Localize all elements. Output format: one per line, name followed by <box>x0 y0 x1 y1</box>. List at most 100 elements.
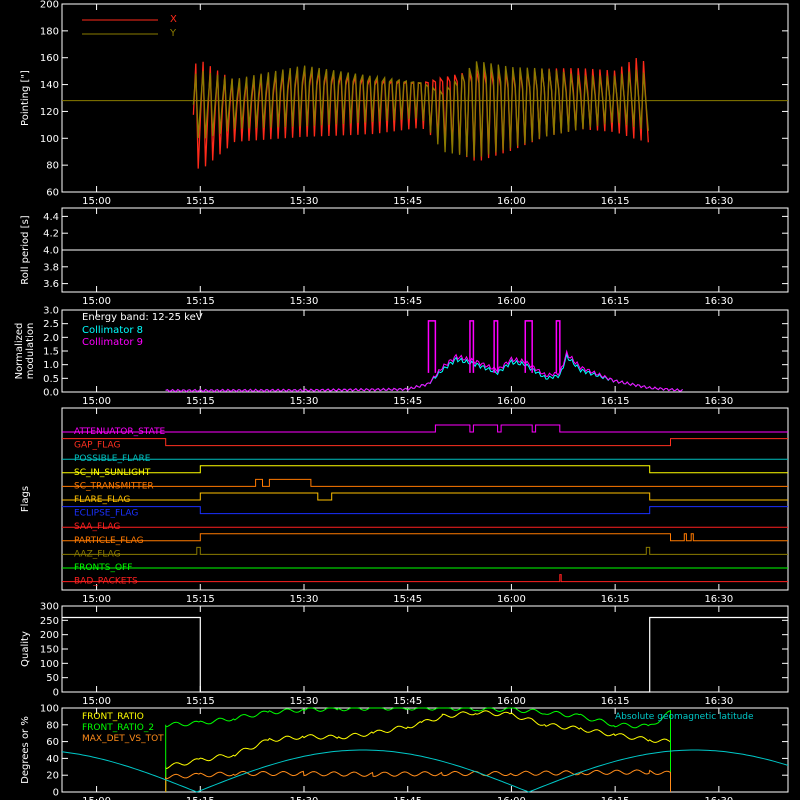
y-tick-label: 50 <box>46 673 59 684</box>
x-tick-label: 15:30 <box>290 696 319 707</box>
flag-line <box>62 533 788 542</box>
x-tick-label: 15:30 <box>290 396 319 407</box>
x-tick-label: 15:00 <box>82 296 111 307</box>
legend-label: FRONT_RATIO_2 <box>82 723 154 733</box>
flag-label: POSSIBLE_FLARE <box>74 454 151 464</box>
y-tick-label: 2.5 <box>43 319 59 330</box>
modulation-spike <box>493 320 499 373</box>
flag-line <box>62 465 788 474</box>
y-axis-label: Roll period [s] <box>20 215 31 284</box>
y-axis-label: Normalized <box>14 323 25 380</box>
y-tick-label: 40 <box>46 754 59 765</box>
flag-label: FRONTS_OFF <box>74 563 132 573</box>
modulation-spike <box>427 320 437 373</box>
x-tick-label: 15:45 <box>393 396 422 407</box>
x-tick-label: 16:15 <box>601 594 630 605</box>
modulation-spike <box>469 320 475 373</box>
y-tick-label: 300 <box>40 602 59 613</box>
y-tick-label: 200 <box>40 630 59 641</box>
flag-line <box>62 478 788 487</box>
x-tick-label: 15:45 <box>393 594 422 605</box>
series-max-det-vs-tot-line <box>165 769 671 792</box>
x-tick-label: 16:30 <box>704 796 733 800</box>
y-tick-label: 100 <box>40 659 59 670</box>
geomagnetic-latitude-line <box>61 749 789 793</box>
y-tick-label: 60 <box>46 188 59 199</box>
x-tick-label: 15:15 <box>186 296 215 307</box>
y-tick-label: 2.0 <box>43 333 59 344</box>
x-tick-label: 16:30 <box>704 196 733 207</box>
y-axis-label: Flags <box>20 486 31 512</box>
y-axis-label: modulation <box>25 323 36 380</box>
x-tick-label: 15:30 <box>290 594 319 605</box>
y-tick-label: 180 <box>40 26 59 37</box>
x-tick-label: 16:00 <box>497 396 526 407</box>
x-tick-label: 15:15 <box>186 696 215 707</box>
x-tick-label: 16:15 <box>601 396 630 407</box>
y-tick-label: 250 <box>40 616 59 627</box>
legend-label: Absolute geomagnetic latitude <box>615 712 754 722</box>
x-tick-label: 16:15 <box>601 796 630 800</box>
legend-label: Collimator 9 <box>82 337 143 348</box>
y-tick-label: 3.6 <box>43 279 59 290</box>
legend-label: Collimator 8 <box>82 325 143 336</box>
modulation-spike <box>555 320 561 373</box>
y-tick-label: 4.0 <box>43 246 59 257</box>
x-tick-label: 16:00 <box>497 594 526 605</box>
quality-line <box>62 616 788 693</box>
x-tick-label: 16:00 <box>497 296 526 307</box>
x-tick-label: 16:00 <box>497 696 526 707</box>
x-tick-label: 16:30 <box>704 696 733 707</box>
flag-label: ECLIPSE_FLAG <box>74 509 138 519</box>
x-tick-label: 15:30 <box>290 796 319 800</box>
legend-label: MAX_DET_VS_TOT <box>82 734 164 744</box>
series-front-ratio-line <box>165 710 671 792</box>
flag-label: BAD_PACKETS <box>74 577 138 587</box>
y-tick-label: 0.5 <box>43 374 59 385</box>
legend-label: X <box>170 14 177 25</box>
y-tick-label: 20 <box>46 771 59 782</box>
panel-frame <box>61 407 789 591</box>
x-tick-label: 16:15 <box>601 696 630 707</box>
flag-line <box>62 438 788 447</box>
modulation-spike <box>524 320 533 373</box>
x-tick-label: 16:30 <box>704 594 733 605</box>
y-tick-label: 4.2 <box>43 229 59 240</box>
legend-label: FRONT_RATIO <box>82 712 144 722</box>
y-tick-label: 60 <box>46 737 59 748</box>
x-tick-label: 16:00 <box>497 196 526 207</box>
panel-frame <box>61 3 789 193</box>
y-tick-label: 100 <box>40 134 59 145</box>
x-tick-label: 15:15 <box>186 196 215 207</box>
x-tick-label: 15:15 <box>186 396 215 407</box>
flag-line <box>62 424 788 433</box>
flag-label: SC_IN_SUNLIGHT <box>74 468 151 478</box>
flag-line <box>62 506 788 515</box>
x-tick-label: 15:15 <box>186 594 215 605</box>
flag-label: PARTICLE_FLAG <box>74 536 144 546</box>
y-tick-label: 100 <box>40 704 59 715</box>
flag-label: GAP_FLAG <box>74 441 120 451</box>
y-axis-label: Quality <box>20 631 31 667</box>
y-tick-label: 1.5 <box>43 347 59 358</box>
flag-label: ATTENUATOR_STATE <box>74 427 166 437</box>
flag-line <box>62 546 788 555</box>
x-tick-label: 15:45 <box>393 296 422 307</box>
flag-label: AAZ_FLAG <box>74 549 121 559</box>
flag-label: SC_TRANSMITTER <box>74 481 154 491</box>
y-tick-label: 150 <box>40 645 59 656</box>
x-tick-label: 15:45 <box>393 696 422 707</box>
y-tick-label: 0 <box>53 788 59 799</box>
panel-quality: 15:00 15:15 15:30 15:45 16:00 16:15 16:30 0 50 10… <box>20 602 789 707</box>
panel-ratios: 15:00 15:15 15:30 15:45 16:00 16:15 16:30 0 20 40… <box>20 704 789 800</box>
x-tick-label: 15:00 <box>82 196 111 207</box>
x-tick-label: 15:30 <box>290 196 319 207</box>
legend-title: Energy band: 12-25 keV <box>82 312 203 323</box>
y-tick-label: 3.8 <box>43 262 59 273</box>
y-tick-label: 140 <box>40 80 59 91</box>
x-tick-label: 15:00 <box>82 696 111 707</box>
x-tick-label: 16:30 <box>704 396 733 407</box>
panel-roll: 15:00 15:15 15:30 15:45 16:00 16:15 16:30 3.6 3.… <box>20 207 789 307</box>
x-tick-label: 16:15 <box>601 296 630 307</box>
